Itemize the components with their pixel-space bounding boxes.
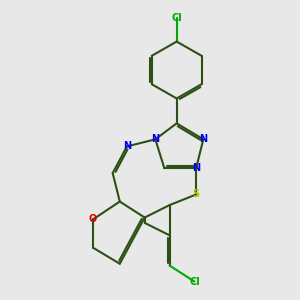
- Text: S: S: [193, 189, 200, 200]
- Text: N: N: [151, 134, 159, 144]
- Text: Cl: Cl: [189, 277, 200, 286]
- Text: O: O: [89, 214, 97, 224]
- Text: Cl: Cl: [171, 14, 182, 23]
- Text: N: N: [192, 163, 200, 173]
- Text: N: N: [123, 141, 131, 152]
- Text: N: N: [199, 134, 207, 144]
